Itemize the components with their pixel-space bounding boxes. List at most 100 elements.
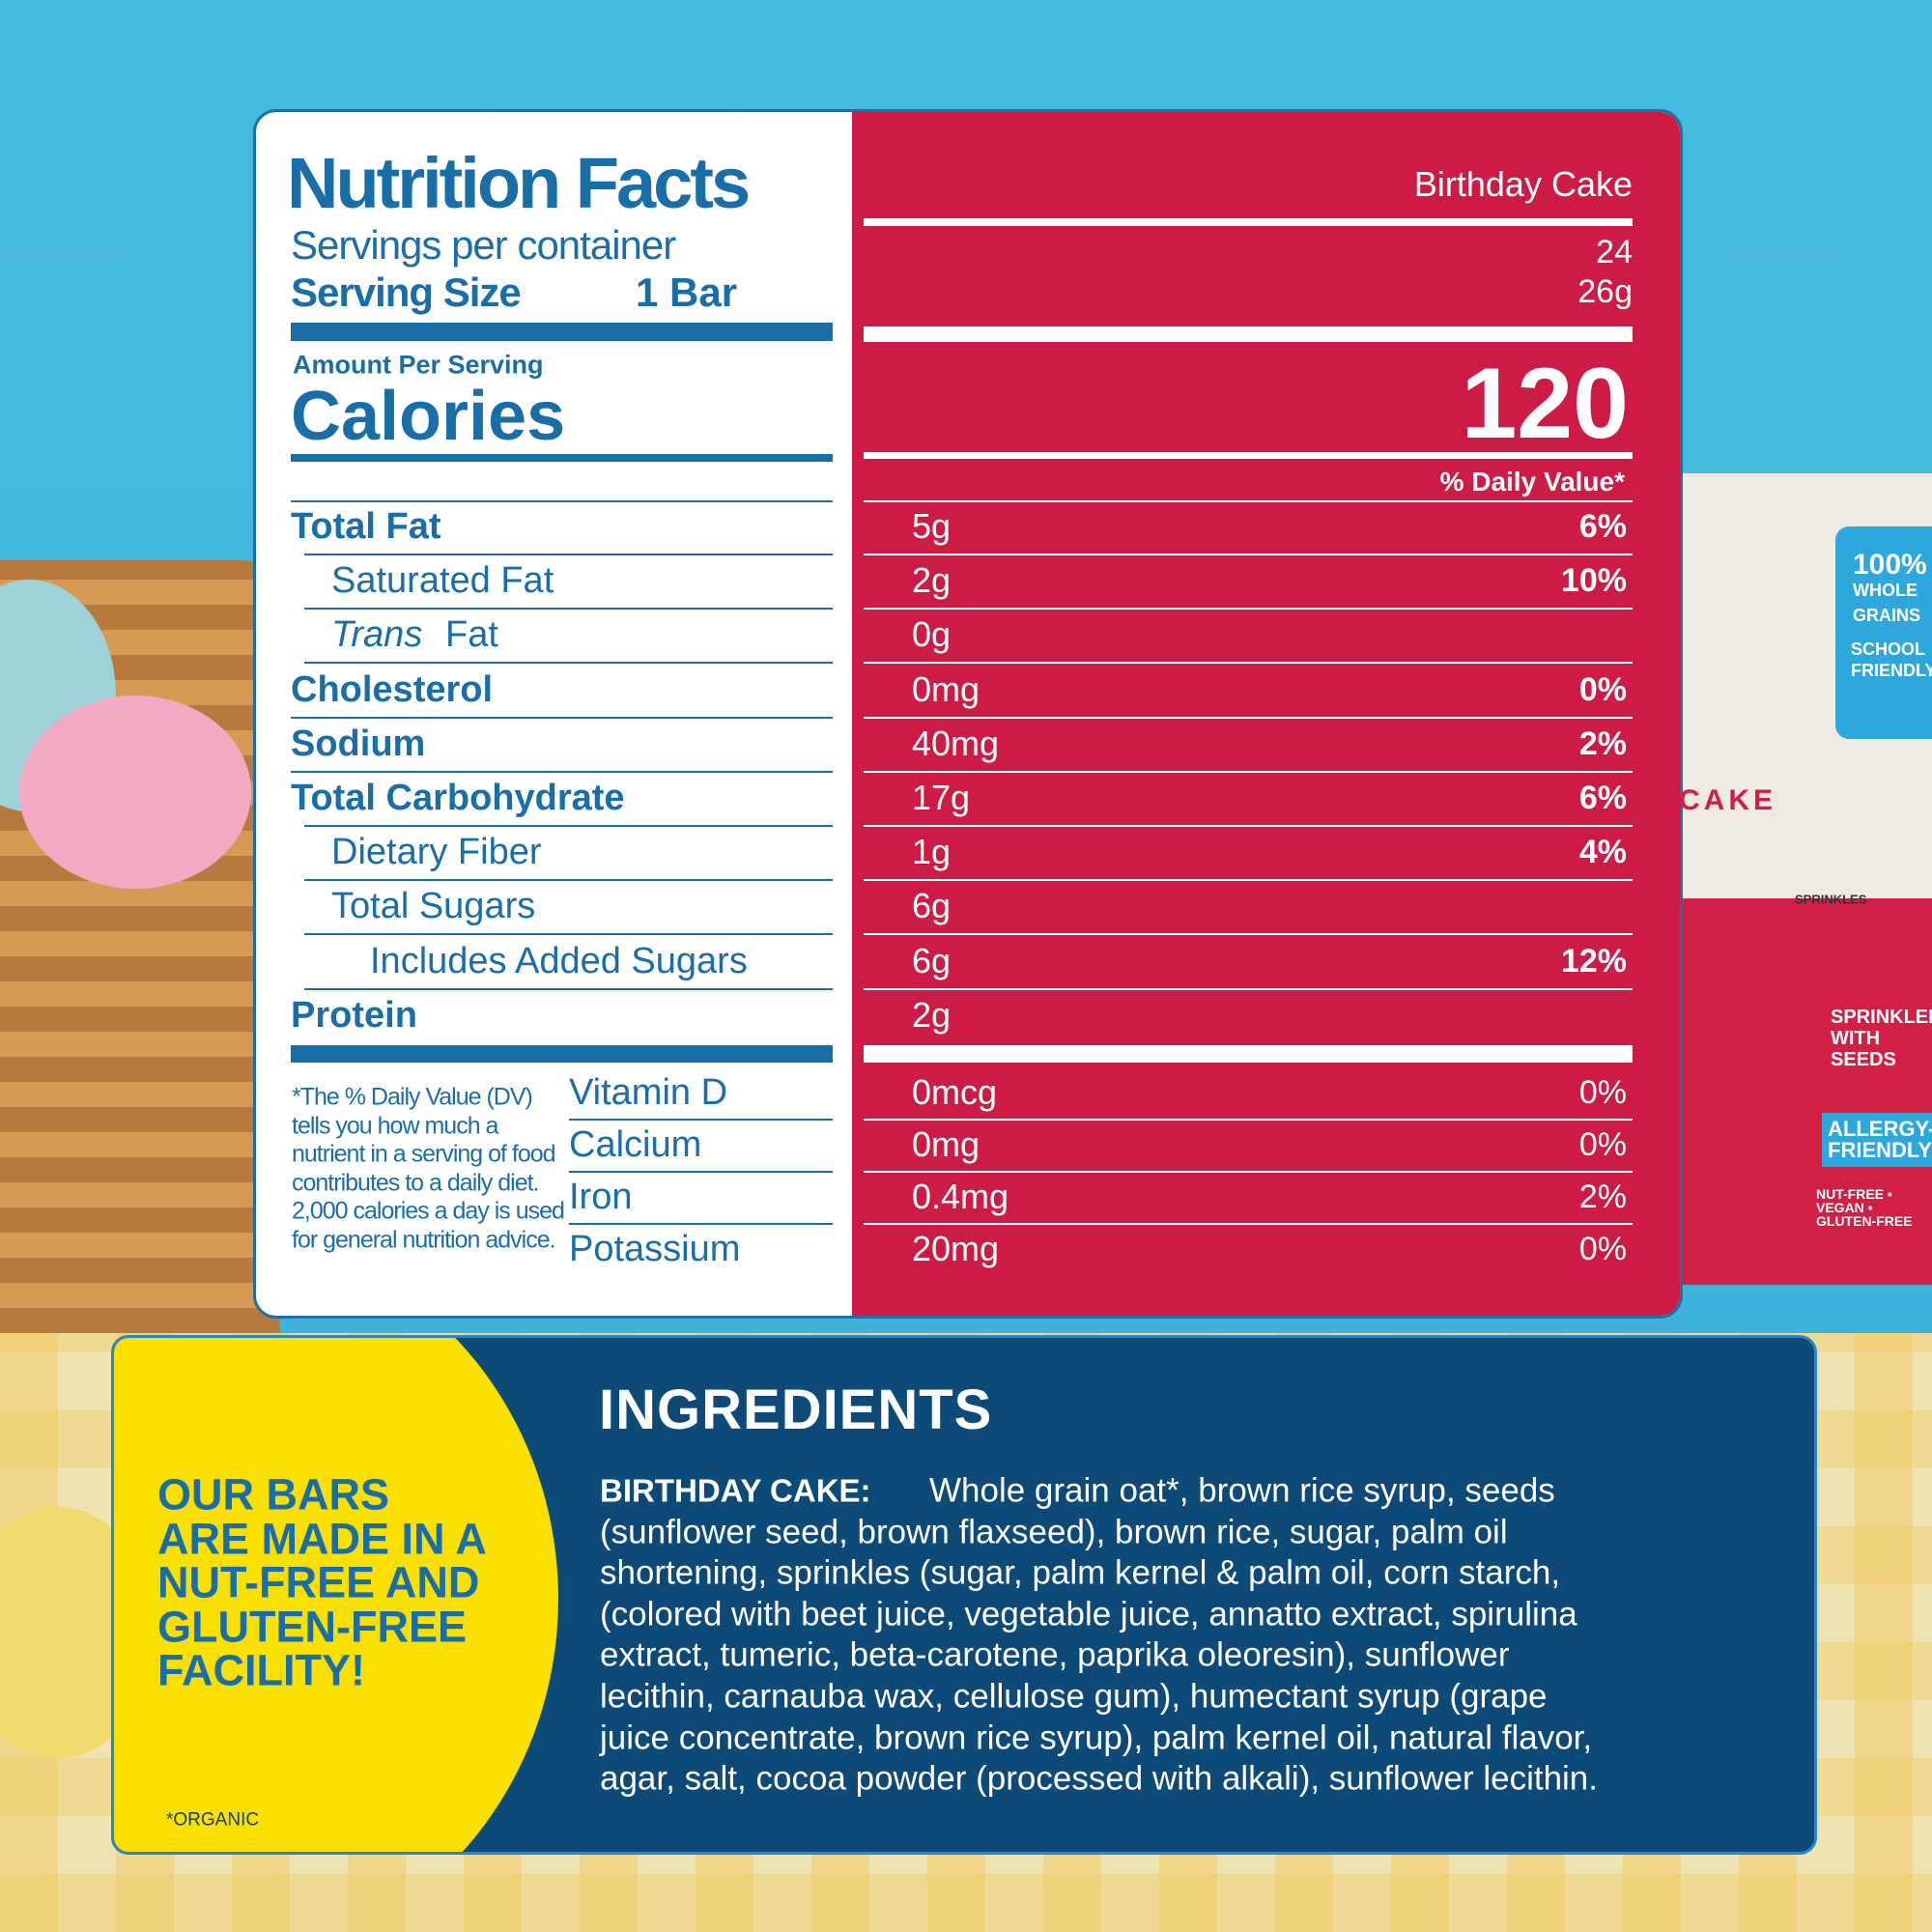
box-label: NUT-FREE • VEGAN • GLUTEN-FREE (1816, 1186, 1913, 1229)
rule (864, 770, 1633, 773)
vitamin-name: Iron (569, 1177, 633, 1217)
yellow-circle (114, 1338, 558, 1852)
nutrient-name: Protein (291, 994, 417, 1036)
rule (569, 1223, 833, 1225)
rule (304, 662, 833, 665)
nutrient-name-italic: Trans (331, 614, 423, 656)
rule (864, 879, 1633, 882)
vitamin-amount: 0mcg (912, 1072, 998, 1112)
footnote-line: tells you how much a (292, 1112, 498, 1140)
vitamin-dv: 0% (1578, 1074, 1627, 1111)
ingredients-panel (111, 1335, 1817, 1855)
nutrient-dv: 2% (1578, 724, 1627, 762)
nutrient-name: Sodium (291, 723, 426, 764)
vitamin-dv: 0% (1578, 1231, 1627, 1267)
nutrient-amount: 2g (912, 994, 952, 1035)
nutrient-amount: 17g (912, 778, 971, 817)
thick-rule (291, 323, 833, 341)
badge-text: SCHOOL (1851, 639, 1926, 659)
box-label: ALLERGY-FRIENDLY (1822, 1113, 1932, 1167)
flavor: Birthday Cake (1413, 164, 1633, 204)
ingredients-line: shortening, sprinkles (sugar, palm kerne… (600, 1553, 1561, 1592)
rule (864, 716, 1633, 719)
dv-header: % Daily Value* (1439, 467, 1625, 497)
nutrient-dv: 12% (1560, 942, 1627, 980)
footnote-line: *The % Daily Value (DV) (292, 1083, 533, 1111)
ingredients-line: (colored with beet juice, vegetable juic… (600, 1595, 1577, 1634)
medium-rule (864, 452, 1633, 459)
serving-size-unit: 1 Bar (636, 270, 738, 315)
nutrient-name: Includes Added Sugars (370, 940, 748, 981)
nutrient-dv: 6% (1578, 508, 1627, 545)
serving-size-value: 26g (1577, 273, 1633, 310)
nutrition-panel (253, 109, 1683, 1319)
nutrient-name: Cholesterol (291, 668, 494, 710)
ingredients-title: INGREDIENTS (599, 1378, 993, 1441)
ingredients-label: BIRTHDAY CAKE: (600, 1472, 871, 1509)
thick-rule (291, 1045, 833, 1063)
rule (291, 770, 833, 773)
amount-per-serving: Amount Per Serving (293, 350, 544, 380)
nutrient-amount: 40mg (912, 723, 1000, 763)
vitamin-name: Vitamin D (569, 1072, 728, 1113)
nutrient-amount: 0g (912, 614, 952, 655)
red-column (852, 112, 1680, 1316)
ingredients-line: agar, salt, cocoa powder (processed with… (600, 1759, 1598, 1798)
rule (864, 825, 1633, 827)
vitamin-amount: 0mg (912, 1124, 980, 1164)
organic-note: *ORGANIC (166, 1809, 260, 1831)
rule (569, 1119, 833, 1121)
rule (864, 554, 1633, 555)
footnote-line: nutrient in a serving of food (292, 1140, 556, 1168)
vitamin-dv: 2% (1578, 1179, 1627, 1215)
footnote-line: for general nutrition advice. (292, 1226, 556, 1254)
vitamin-name: Calcium (569, 1124, 702, 1165)
vitamin-amount: 20mg (912, 1229, 1000, 1268)
box-label: SPRINKLED WITH SEEDS (1831, 1007, 1932, 1070)
rule (864, 987, 1633, 990)
rule (864, 662, 1633, 665)
ingredients-line: Whole grain oat*, brown rice syrup, seed… (929, 1471, 1555, 1510)
medium-rule (291, 454, 833, 462)
ingredients-line: juice concentrate, brown rice syrup), pa… (600, 1719, 1593, 1757)
footnote-line: contributes to a daily diet. (292, 1169, 539, 1197)
vitamin-name: Potassium (569, 1229, 741, 1269)
badge-text: WHOLE (1853, 581, 1918, 600)
nutrient-amount: 1g (912, 832, 952, 872)
callout-line: OUR BARS (157, 1469, 390, 1520)
rule (304, 879, 833, 882)
badge-text: 100% (1853, 549, 1927, 581)
rule (304, 608, 833, 611)
thick-rule (864, 327, 1633, 342)
product-badge (1835, 526, 1932, 739)
rule (291, 500, 833, 502)
callout-line: NUT-FREE AND (157, 1557, 480, 1607)
vitamin-dv: 0% (1578, 1126, 1627, 1163)
nutrient-amount: 6g (912, 886, 952, 926)
ingredients-line: lecithin, carnauba wax, cellulose gum), … (600, 1677, 1548, 1716)
calories-value: 120 (1461, 348, 1629, 460)
rule (864, 608, 1633, 611)
rule (864, 1171, 1633, 1173)
rule (304, 554, 833, 555)
rule (304, 825, 833, 827)
ingredients-line: (sunflower seed, brown flaxseed), brown … (600, 1513, 1508, 1551)
nutrient-dv: 10% (1560, 562, 1627, 600)
box-label: SPRINKLES (1795, 892, 1867, 907)
nutrient-amount: 2g (912, 560, 952, 601)
nutrient-name: Saturated Fat (331, 560, 554, 602)
nutrient-name: Fat (445, 614, 498, 656)
nutrient-amount: 6g (912, 940, 952, 980)
rule (864, 1119, 1633, 1121)
nutrient-amount: 5g (912, 506, 952, 546)
product-box-red (1662, 898, 1932, 1285)
title: Nutrition Facts (287, 143, 751, 223)
servings-value: 24 (1596, 234, 1633, 270)
callout-line: ARE MADE IN A (157, 1514, 487, 1563)
thick-rule (864, 1045, 1633, 1063)
rule (864, 933, 1633, 936)
vitamin-amount: 0.4mg (912, 1177, 1009, 1216)
nutrient-name: Total Sugars (331, 886, 536, 927)
nutrient-dv: 0% (1578, 670, 1627, 708)
